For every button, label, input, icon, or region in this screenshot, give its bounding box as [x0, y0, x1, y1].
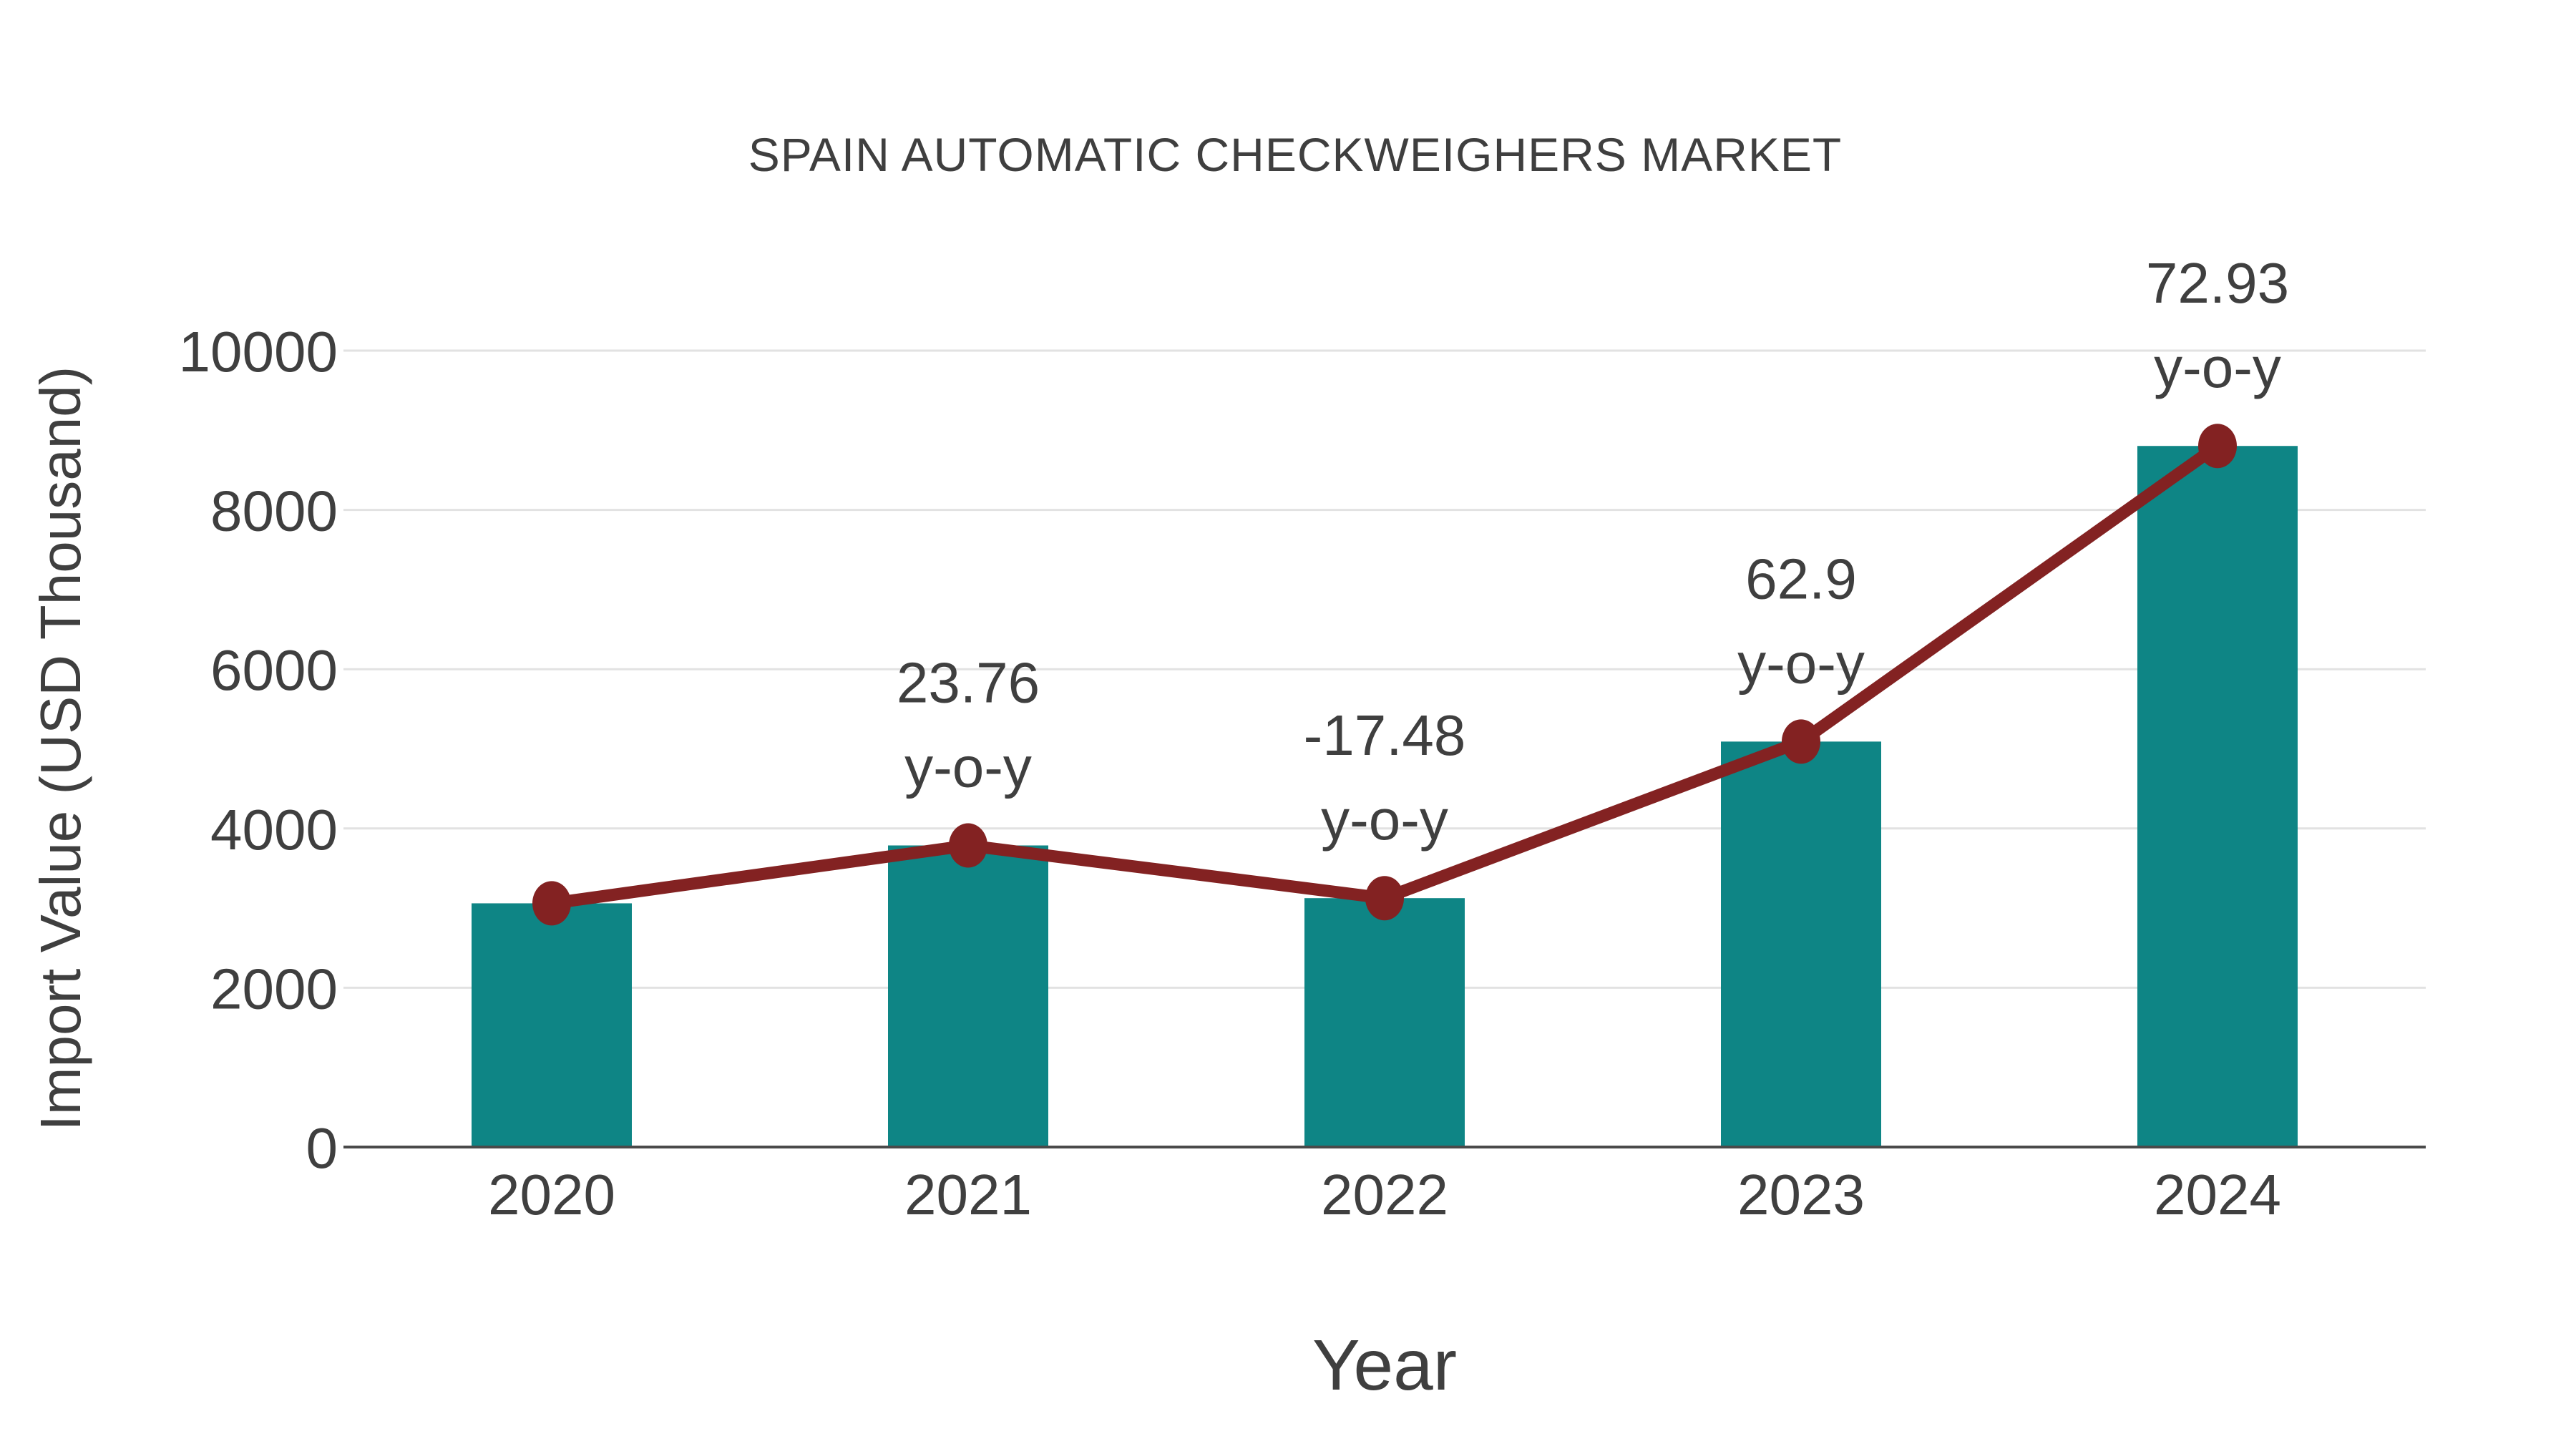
- gridlines-layer: [343, 349, 2426, 989]
- chart-title: SPAIN AUTOMATIC CHECKWEIGHERS MARKET: [748, 128, 1843, 181]
- marker-2023: [1782, 719, 1820, 764]
- annotation-2022-label: y-o-y: [1321, 788, 1448, 852]
- tick-labels-layer: 0 2000 4000 6000 8000 10000 2020 2021 2022 2023 20…: [179, 320, 2281, 1226]
- bar-2021: [888, 845, 1048, 1147]
- annotation-2023-value: 62.9: [1745, 547, 1857, 610]
- x-tick-label-2023: 2023: [1737, 1163, 1865, 1226]
- marker-2022: [1365, 876, 1404, 921]
- marker-2021: [949, 823, 987, 868]
- annotation-2024-label: y-o-y: [2154, 336, 2281, 399]
- x-tick-label-2020: 2020: [488, 1163, 615, 1226]
- x-tick-label-2021: 2021: [904, 1163, 1032, 1226]
- y-tick-label-8000: 8000: [210, 479, 338, 543]
- x-tick-label-2024: 2024: [2154, 1163, 2281, 1226]
- marker-2020: [532, 881, 571, 926]
- annotation-2023-label: y-o-y: [1737, 631, 1865, 695]
- y-tick-label-4000: 4000: [210, 798, 338, 862]
- bar-2022: [1304, 898, 1465, 1147]
- x-tick-label-2022: 2022: [1321, 1163, 1448, 1226]
- y-tick-label-10000: 10000: [179, 320, 338, 384]
- annotation-2021-label: y-o-y: [904, 736, 1032, 799]
- x-axis-title: Year: [1312, 1325, 1457, 1405]
- bar-2024: [2137, 446, 2298, 1147]
- trend-line-layer: [532, 424, 2237, 926]
- y-tick-label-2000: 2000: [210, 957, 338, 1020]
- annotation-2022-value: -17.48: [1304, 703, 1466, 767]
- marker-2024: [2198, 424, 2237, 469]
- bar-2020: [472, 903, 632, 1147]
- bar-2023: [1721, 741, 1881, 1147]
- y-axis-title: Import Value (USD Thousand): [29, 366, 92, 1131]
- y-tick-label-0: 0: [306, 1116, 338, 1180]
- bars-layer: [472, 446, 2298, 1147]
- annotation-2021-value: 23.76: [897, 651, 1040, 715]
- annotations-layer: 23.76 y-o-y -17.48 y-o-y 62.9 y-o-y 72.93 y-o-y: [897, 251, 2289, 852]
- y-tick-label-6000: 6000: [210, 638, 338, 702]
- annotation-2024-value: 72.93: [2146, 251, 2289, 315]
